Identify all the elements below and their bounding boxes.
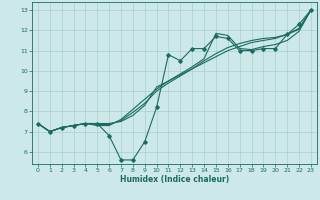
X-axis label: Humidex (Indice chaleur): Humidex (Indice chaleur): [120, 175, 229, 184]
